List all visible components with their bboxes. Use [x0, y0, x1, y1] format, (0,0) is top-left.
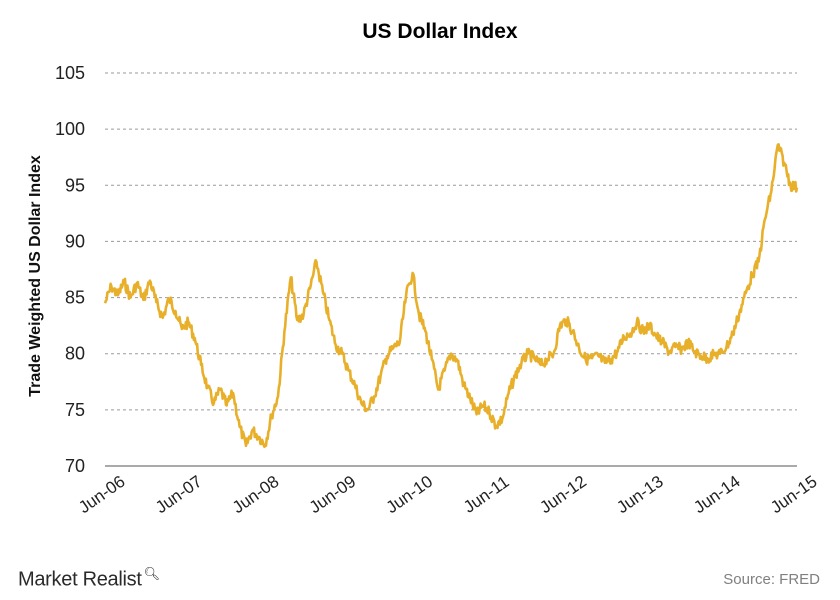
y-axis-label: Trade Weighted US Dollar Index — [27, 155, 44, 397]
y-tick-label: 90 — [65, 231, 85, 251]
series-line — [103, 143, 799, 449]
chart-title: US Dollar Index — [362, 20, 518, 43]
y-tick-label: 105 — [55, 63, 85, 83]
x-tick-label: Jun-07 — [152, 472, 205, 517]
y-tick-label: 75 — [65, 400, 85, 420]
x-tick-label: Jun-08 — [229, 472, 282, 517]
x-tick-label: Jun-06 — [75, 472, 128, 517]
y-tick-label: 100 — [55, 119, 85, 139]
x-tick-label: Jun-15 — [767, 472, 820, 517]
y-tick-label: 80 — [65, 344, 85, 364]
x-tick-label: Jun-10 — [383, 472, 436, 517]
gridlines — [105, 72, 797, 411]
x-tick-label: Jun-13 — [613, 472, 666, 517]
y-tick-label: 70 — [65, 456, 85, 476]
x-tick-label: Jun-09 — [306, 472, 359, 517]
x-tick-labels: Jun-06 Jun-07 Jun-08 Jun-09 Jun-10 Jun-11 Jun-… — [75, 472, 820, 517]
x-tick-label: Jun-14 — [690, 472, 743, 517]
brand-logo: Market Realist 🔍︎ — [18, 566, 160, 592]
brand-name: Market Realist — [18, 568, 142, 591]
x-tick-label: Jun-12 — [536, 472, 589, 517]
y-tick-label: 95 — [65, 175, 85, 195]
series-layer — [103, 143, 799, 449]
x-tick-label: Jun-11 — [460, 472, 512, 517]
y-tick-labels: 70 75 80 85 90 95 100 105 — [55, 63, 85, 476]
magnifier-icon: 🔍︎ — [143, 566, 161, 581]
source-note: Source: FRED — [723, 571, 820, 588]
y-tick-label: 85 — [65, 288, 85, 308]
